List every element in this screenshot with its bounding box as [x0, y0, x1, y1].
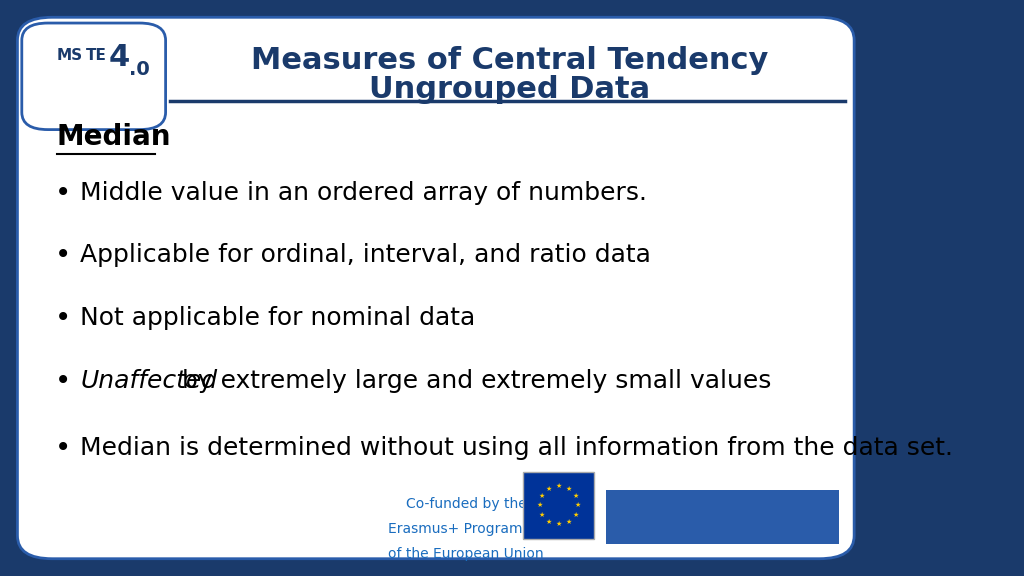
Text: 4: 4	[109, 43, 130, 72]
Text: ★: ★	[556, 483, 562, 490]
Text: MS: MS	[56, 48, 83, 63]
Text: •: •	[54, 179, 71, 207]
Text: ★: ★	[546, 486, 552, 492]
Text: ★: ★	[574, 502, 581, 509]
Text: TE: TE	[85, 48, 106, 63]
Text: •: •	[54, 367, 71, 395]
Text: Erasmus+ Programme: Erasmus+ Programme	[388, 522, 545, 536]
Text: ★: ★	[565, 486, 571, 492]
Text: Not applicable for nominal data: Not applicable for nominal data	[80, 306, 475, 330]
Text: ★: ★	[572, 512, 579, 518]
Text: by extremely large and extremely small values: by extremely large and extremely small v…	[174, 369, 772, 393]
Text: Ungrouped Data: Ungrouped Data	[370, 75, 650, 104]
Text: Co-funded by the: Co-funded by the	[406, 497, 526, 511]
FancyBboxPatch shape	[523, 472, 594, 539]
Text: •: •	[54, 304, 71, 332]
Text: ★: ★	[572, 493, 579, 499]
FancyBboxPatch shape	[22, 23, 166, 130]
Text: Median is determined without using all information from the data set.: Median is determined without using all i…	[80, 436, 953, 460]
Text: .0: .0	[129, 60, 150, 79]
Text: ★: ★	[556, 521, 562, 528]
Text: ★: ★	[565, 519, 571, 525]
Text: Middle value in an ordered array of numbers.: Middle value in an ordered array of numb…	[80, 181, 647, 205]
Text: •: •	[54, 434, 71, 462]
Text: ★: ★	[546, 519, 552, 525]
Text: of the European Union: of the European Union	[388, 547, 544, 560]
Text: Measures of Central Tendency: Measures of Central Tendency	[251, 46, 769, 75]
FancyBboxPatch shape	[606, 490, 840, 544]
Text: ★: ★	[539, 512, 545, 518]
Text: ★: ★	[539, 493, 545, 499]
Text: Median: Median	[56, 123, 171, 151]
Text: Applicable for ordinal, interval, and ratio data: Applicable for ordinal, interval, and ra…	[80, 243, 651, 267]
Text: •: •	[54, 241, 71, 269]
Text: Unaffected: Unaffected	[80, 369, 217, 393]
Text: ★: ★	[537, 502, 543, 509]
FancyBboxPatch shape	[17, 17, 854, 559]
